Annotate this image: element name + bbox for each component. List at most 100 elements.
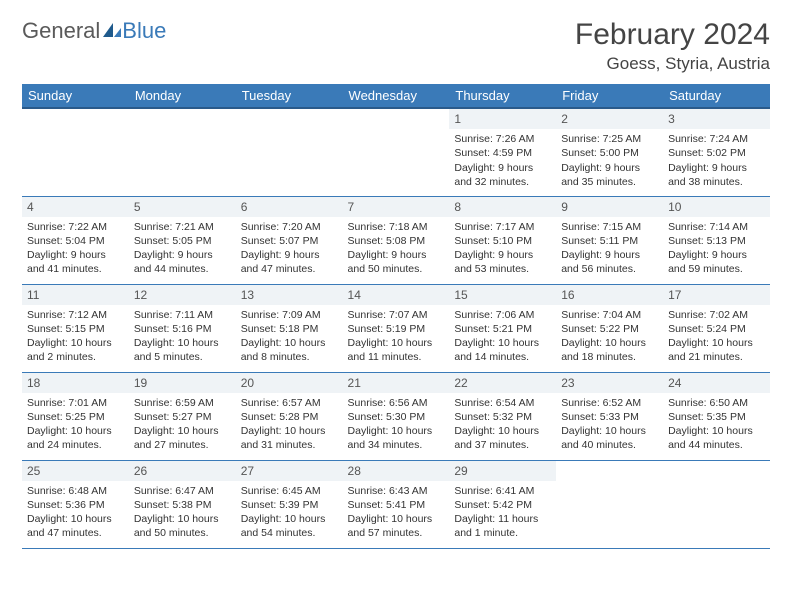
sunrise-text: Sunrise: 7:04 AM <box>561 308 658 322</box>
day-number: 5 <box>129 197 236 217</box>
daylight-text: Daylight: 10 hours and 44 minutes. <box>668 424 765 452</box>
calendar-cell: 29Sunrise: 6:41 AMSunset: 5:42 PMDayligh… <box>449 460 556 548</box>
calendar-cell <box>236 108 343 196</box>
day-number: 11 <box>22 285 129 305</box>
daylight-text: Daylight: 10 hours and 2 minutes. <box>27 336 124 364</box>
sunrise-text: Sunrise: 6:52 AM <box>561 396 658 410</box>
daylight-text: Daylight: 10 hours and 34 minutes. <box>348 424 445 452</box>
day-number: 9 <box>556 197 663 217</box>
sunset-text: Sunset: 5:41 PM <box>348 498 445 512</box>
calendar-cell: 20Sunrise: 6:57 AMSunset: 5:28 PMDayligh… <box>236 372 343 460</box>
daylight-text: Daylight: 10 hours and 21 minutes. <box>668 336 765 364</box>
sunset-text: Sunset: 5:11 PM <box>561 234 658 248</box>
daylight-text: Daylight: 9 hours and 32 minutes. <box>454 161 551 189</box>
calendar-cell: 17Sunrise: 7:02 AMSunset: 5:24 PMDayligh… <box>663 284 770 372</box>
daylight-text: Daylight: 10 hours and 14 minutes. <box>454 336 551 364</box>
sunrise-text: Sunrise: 7:17 AM <box>454 220 551 234</box>
daylight-text: Daylight: 10 hours and 24 minutes. <box>27 424 124 452</box>
sunset-text: Sunset: 5:00 PM <box>561 146 658 160</box>
calendar-cell <box>663 460 770 548</box>
sunset-text: Sunset: 5:24 PM <box>668 322 765 336</box>
sunset-text: Sunset: 5:33 PM <box>561 410 658 424</box>
sunset-text: Sunset: 5:15 PM <box>27 322 124 336</box>
daylight-text: Daylight: 10 hours and 27 minutes. <box>134 424 231 452</box>
calendar-cell: 14Sunrise: 7:07 AMSunset: 5:19 PMDayligh… <box>343 284 450 372</box>
daylight-text: Daylight: 10 hours and 11 minutes. <box>348 336 445 364</box>
weekday-header: Friday <box>556 84 663 108</box>
sunset-text: Sunset: 5:16 PM <box>134 322 231 336</box>
calendar-row: 4Sunrise: 7:22 AMSunset: 5:04 PMDaylight… <box>22 196 770 284</box>
title-block: February 2024 Goess, Styria, Austria <box>575 18 770 74</box>
sunrise-text: Sunrise: 7:26 AM <box>454 132 551 146</box>
sunset-text: Sunset: 5:18 PM <box>241 322 338 336</box>
day-number: 15 <box>449 285 556 305</box>
calendar-cell: 21Sunrise: 6:56 AMSunset: 5:30 PMDayligh… <box>343 372 450 460</box>
daylight-text: Daylight: 9 hours and 53 minutes. <box>454 248 551 276</box>
sunset-text: Sunset: 5:35 PM <box>668 410 765 424</box>
daylight-text: Daylight: 10 hours and 50 minutes. <box>134 512 231 540</box>
day-number: 28 <box>343 461 450 481</box>
sunset-text: Sunset: 5:30 PM <box>348 410 445 424</box>
calendar-cell: 26Sunrise: 6:47 AMSunset: 5:38 PMDayligh… <box>129 460 236 548</box>
sunrise-text: Sunrise: 6:59 AM <box>134 396 231 410</box>
day-number: 27 <box>236 461 343 481</box>
calendar-cell: 16Sunrise: 7:04 AMSunset: 5:22 PMDayligh… <box>556 284 663 372</box>
daylight-text: Daylight: 10 hours and 40 minutes. <box>561 424 658 452</box>
day-number: 8 <box>449 197 556 217</box>
sunset-text: Sunset: 5:13 PM <box>668 234 765 248</box>
header: General Blue February 2024 Goess, Styria… <box>22 18 770 74</box>
day-number: 29 <box>449 461 556 481</box>
weekday-header: Tuesday <box>236 84 343 108</box>
calendar-cell: 5Sunrise: 7:21 AMSunset: 5:05 PMDaylight… <box>129 196 236 284</box>
sunset-text: Sunset: 5:10 PM <box>454 234 551 248</box>
daylight-text: Daylight: 9 hours and 50 minutes. <box>348 248 445 276</box>
sunset-text: Sunset: 5:32 PM <box>454 410 551 424</box>
calendar-table: Sunday Monday Tuesday Wednesday Thursday… <box>22 84 770 549</box>
day-number: 16 <box>556 285 663 305</box>
weekday-header: Saturday <box>663 84 770 108</box>
weekday-header-row: Sunday Monday Tuesday Wednesday Thursday… <box>22 84 770 108</box>
sunrise-text: Sunrise: 7:24 AM <box>668 132 765 146</box>
day-number: 21 <box>343 373 450 393</box>
calendar-cell: 7Sunrise: 7:18 AMSunset: 5:08 PMDaylight… <box>343 196 450 284</box>
daylight-text: Daylight: 10 hours and 57 minutes. <box>348 512 445 540</box>
sunrise-text: Sunrise: 6:54 AM <box>454 396 551 410</box>
daylight-text: Daylight: 9 hours and 38 minutes. <box>668 161 765 189</box>
calendar-cell: 10Sunrise: 7:14 AMSunset: 5:13 PMDayligh… <box>663 196 770 284</box>
calendar-cell: 15Sunrise: 7:06 AMSunset: 5:21 PMDayligh… <box>449 284 556 372</box>
daylight-text: Daylight: 11 hours and 1 minute. <box>454 512 551 540</box>
day-number: 4 <box>22 197 129 217</box>
day-number: 2 <box>556 109 663 129</box>
sunset-text: Sunset: 5:25 PM <box>27 410 124 424</box>
daylight-text: Daylight: 10 hours and 47 minutes. <box>27 512 124 540</box>
daylight-text: Daylight: 9 hours and 59 minutes. <box>668 248 765 276</box>
day-number: 3 <box>663 109 770 129</box>
sunrise-text: Sunrise: 7:09 AM <box>241 308 338 322</box>
calendar-body: 1Sunrise: 7:26 AMSunset: 4:59 PMDaylight… <box>22 108 770 548</box>
sunset-text: Sunset: 4:59 PM <box>454 146 551 160</box>
sunrise-text: Sunrise: 7:15 AM <box>561 220 658 234</box>
day-number: 18 <box>22 373 129 393</box>
calendar-cell: 12Sunrise: 7:11 AMSunset: 5:16 PMDayligh… <box>129 284 236 372</box>
sunrise-text: Sunrise: 7:20 AM <box>241 220 338 234</box>
daylight-text: Daylight: 9 hours and 56 minutes. <box>561 248 658 276</box>
sunrise-text: Sunrise: 7:02 AM <box>668 308 765 322</box>
calendar-cell: 25Sunrise: 6:48 AMSunset: 5:36 PMDayligh… <box>22 460 129 548</box>
sunset-text: Sunset: 5:22 PM <box>561 322 658 336</box>
day-number: 13 <box>236 285 343 305</box>
calendar-cell: 11Sunrise: 7:12 AMSunset: 5:15 PMDayligh… <box>22 284 129 372</box>
sunset-text: Sunset: 5:38 PM <box>134 498 231 512</box>
sunset-text: Sunset: 5:02 PM <box>668 146 765 160</box>
calendar-cell: 13Sunrise: 7:09 AMSunset: 5:18 PMDayligh… <box>236 284 343 372</box>
sunrise-text: Sunrise: 7:18 AM <box>348 220 445 234</box>
day-number: 12 <box>129 285 236 305</box>
logo-text-1: General <box>22 18 100 44</box>
calendar-cell: 9 Sunrise: 7:15 AMSunset: 5:11 PMDaylight… <box>556 196 663 284</box>
sunrise-text: Sunrise: 6:43 AM <box>348 484 445 498</box>
daylight-text: Daylight: 9 hours and 44 minutes. <box>134 248 231 276</box>
calendar-cell: 18Sunrise: 7:01 AMSunset: 5:25 PMDayligh… <box>22 372 129 460</box>
calendar-cell: 19Sunrise: 6:59 AMSunset: 5:27 PMDayligh… <box>129 372 236 460</box>
calendar-row: 11Sunrise: 7:12 AMSunset: 5:15 PMDayligh… <box>22 284 770 372</box>
sunrise-text: Sunrise: 6:57 AM <box>241 396 338 410</box>
calendar-cell: 8 Sunrise: 7:17 AMSunset: 5:10 PMDaylight… <box>449 196 556 284</box>
